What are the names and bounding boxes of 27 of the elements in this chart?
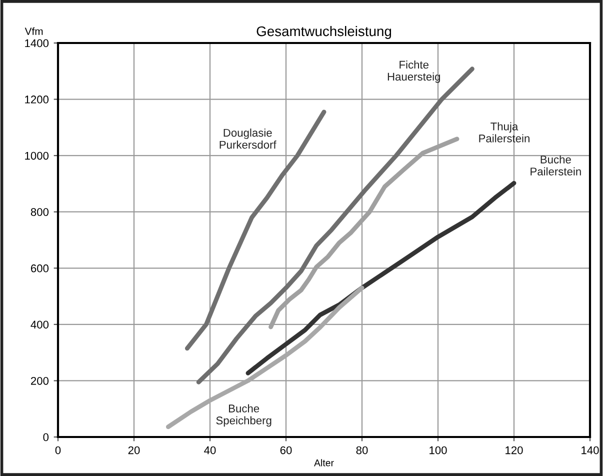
series-label: Buche Pailerstein: [530, 155, 581, 176]
y-tick-label: 1400: [25, 39, 49, 48]
x-tick-label: 140: [582, 446, 599, 454]
line-series: [184, 110, 326, 351]
x-tick-label: 60: [280, 446, 292, 454]
x-axis-title: Alter: [314, 459, 334, 466]
y-tick-label: 400: [30, 320, 49, 329]
series-label: Douglasie Purkersdorf: [220, 128, 276, 149]
x-tick-label: 20: [128, 446, 140, 454]
x-tick-label: 100: [430, 446, 447, 454]
y-tick-label: 1200: [25, 96, 49, 104]
y-tick-label: 800: [30, 208, 49, 216]
y-tick-label: 200: [30, 376, 49, 385]
x-tick-label: 0: [55, 446, 61, 454]
y-axis-title: Vfm: [24, 27, 43, 35]
y-tick-label: 0: [43, 433, 49, 442]
line-series: [246, 180, 516, 376]
series-label: Buche Speichberg: [216, 404, 272, 427]
y-tick-label: 600: [31, 264, 49, 272]
x-tick-label: 40: [204, 446, 216, 454]
y-tick-label: 1000: [25, 152, 49, 160]
chart-title: Gesamtwuchsleistung: [256, 26, 392, 39]
x-tick-label: 120: [506, 446, 523, 454]
text: Thuja Pailerstein: [479, 122, 530, 142]
line-series: [166, 286, 364, 430]
x-tick-label: 80: [356, 446, 368, 454]
series-label: Fichte Hauersteig: [388, 60, 440, 83]
